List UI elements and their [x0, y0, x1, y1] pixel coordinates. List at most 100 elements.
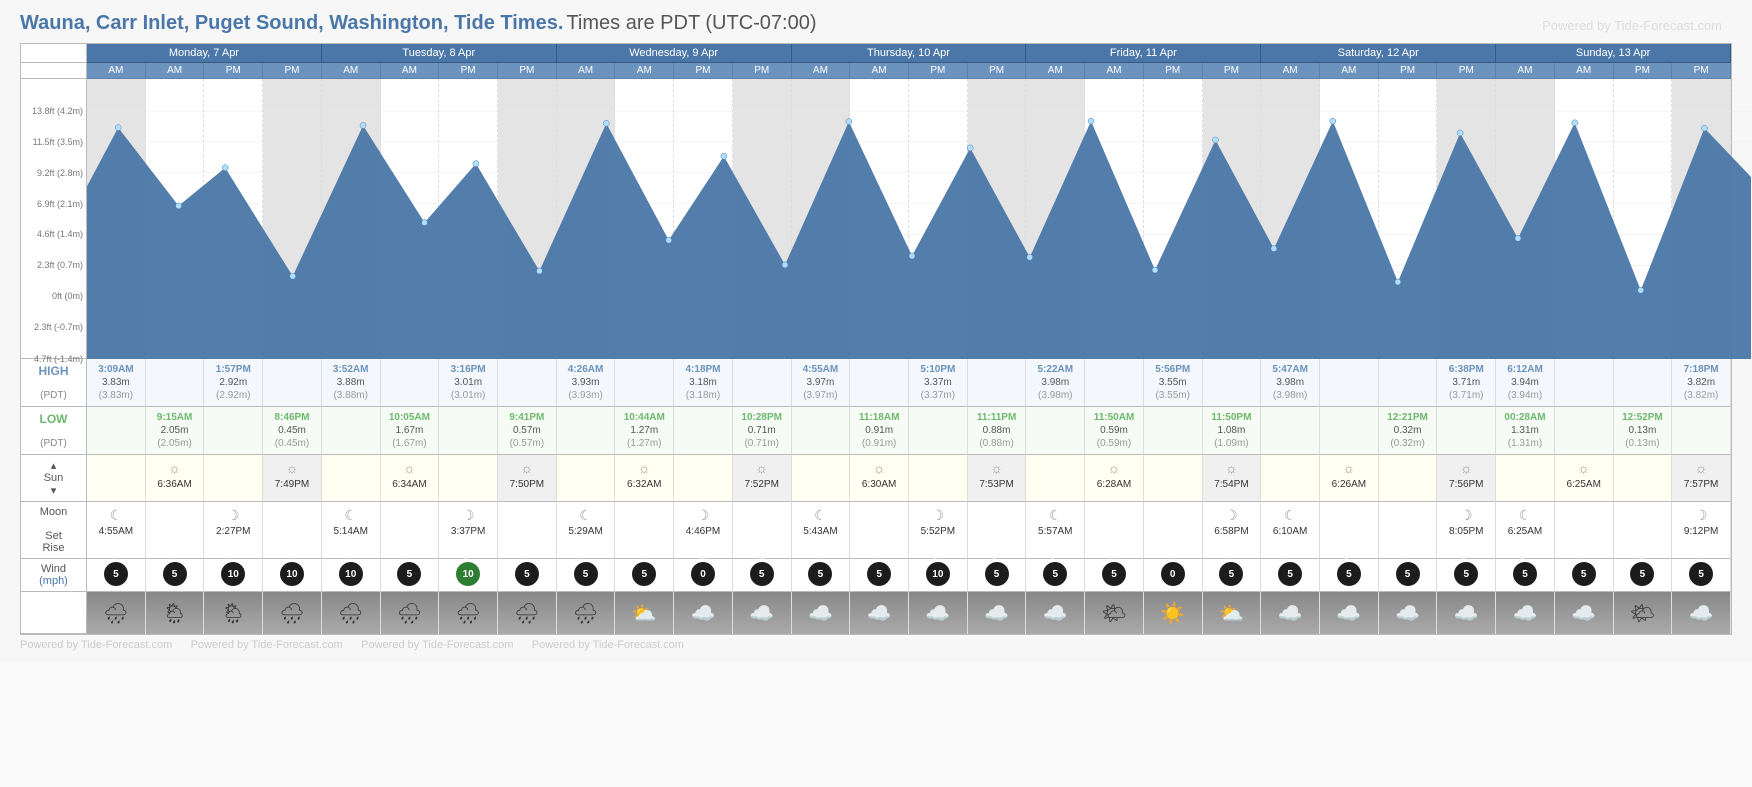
data-cell: 10↗	[909, 559, 968, 592]
y-tick: 13.8ft (4.2m)	[32, 106, 83, 116]
data-cell	[615, 359, 674, 407]
ampm-header: PM	[263, 63, 322, 79]
data-cell	[733, 502, 792, 559]
wind-badge: 5↓	[163, 562, 187, 586]
moon-set-icon: ☾	[322, 506, 380, 524]
moon-rise-icon: ☽	[204, 506, 262, 524]
weather-icon: ☁️	[1513, 601, 1538, 626]
data-cell	[1144, 502, 1203, 559]
weather-icon: 🌧	[397, 601, 422, 626]
wx-cell: 🌤	[1614, 592, 1673, 634]
data-cell: 11:50PM1.08m(1.09m)	[1203, 407, 1262, 455]
data-cell	[1379, 455, 1438, 502]
chart-cell	[1026, 79, 1085, 359]
data-cell	[1261, 407, 1320, 455]
data-cell: 0←	[674, 559, 733, 592]
main-grid: Monday, 7 AprTuesday, 8 AprWednesday, 9 …	[20, 43, 1732, 635]
sun-rise-icon: ☼	[381, 459, 439, 477]
wind-badge: 5↓	[104, 562, 128, 586]
data-cell: ☽3:37PM	[439, 502, 498, 559]
data-cell	[792, 455, 851, 502]
data-cell: 11:50AM0.59m(0.59m)	[1085, 407, 1144, 455]
data-cell: ☾5:57AM	[1026, 502, 1085, 559]
data-cell	[439, 407, 498, 455]
day-header: Wednesday, 9 Apr	[557, 44, 792, 63]
y-tick: 4.6ft (1.4m)	[37, 229, 83, 239]
data-cell: 10↗	[439, 559, 498, 592]
weather-icon: 🌧	[514, 601, 539, 626]
data-cell	[1026, 407, 1085, 455]
wx-cell: 🌧	[498, 592, 557, 634]
data-cell	[263, 359, 322, 407]
wind-badge: 5↑	[515, 562, 539, 586]
sun-set-icon: ☼	[1672, 459, 1730, 477]
page-subtitle: Times are PDT (UTC-07:00)	[566, 12, 816, 34]
data-cell	[1379, 359, 1438, 407]
data-cell	[1672, 407, 1731, 455]
data-cell	[968, 502, 1027, 559]
data-cell	[909, 407, 968, 455]
ampm-header: PM	[1144, 63, 1203, 79]
data-cell	[674, 407, 733, 455]
data-cell	[557, 407, 616, 455]
wind-badge: 5↗	[1454, 562, 1478, 586]
data-cell: 1:57PM2.92m(2.92m)	[204, 359, 263, 407]
wind-badge: 0↑	[1161, 562, 1185, 586]
data-cell	[850, 359, 909, 407]
wind-badge: 5↗	[1513, 562, 1537, 586]
data-cell	[87, 407, 146, 455]
wx-cell: 🌦	[146, 592, 205, 634]
data-cell: 3:52AM3.88m(3.88m)	[322, 359, 381, 407]
wx-cell: ⛅	[615, 592, 674, 634]
data-cell: ☼6:30AM	[850, 455, 909, 502]
data-cell: 5↑	[792, 559, 851, 592]
data-cell	[1614, 455, 1673, 502]
chart-cell	[1555, 79, 1614, 359]
wx-cell: 🌤	[1085, 592, 1144, 634]
data-cell: 5↗	[1320, 559, 1379, 592]
data-cell: ☼7:54PM	[1203, 455, 1262, 502]
data-cell	[733, 359, 792, 407]
weather-icon: 🌧	[573, 601, 598, 626]
weather-icon: ☁️	[808, 601, 833, 626]
weather-icon: ☁️	[984, 601, 1009, 626]
ampm-header: AM	[1496, 63, 1555, 79]
chart-cell	[1614, 79, 1673, 359]
moon-set-icon: ☾	[1496, 506, 1554, 524]
data-cell: 9:15AM2.05m(2.05m)	[146, 407, 205, 455]
moon-set-icon: ☾	[792, 506, 850, 524]
data-cell: 5↗	[968, 559, 1027, 592]
data-cell	[498, 502, 557, 559]
wind-badge: 10↗	[926, 562, 950, 586]
wx-cell: ☁️	[850, 592, 909, 634]
wx-cell: ☁️	[1496, 592, 1555, 634]
weather-icon: ☁️	[1336, 601, 1361, 626]
chart-cell	[204, 79, 263, 359]
ampm-header: PM	[968, 63, 1027, 79]
sun-rise-icon: ☼	[1085, 459, 1143, 477]
sun-rise-icon: ☼	[1320, 459, 1378, 477]
ampm-header: AM	[146, 63, 205, 79]
chart-cell	[498, 79, 557, 359]
wx-cell: ☁️	[674, 592, 733, 634]
bottom-watermark: Powered by Tide-Forecast.com Powered by …	[20, 635, 1732, 651]
ampm-header: PM	[1437, 63, 1496, 79]
data-cell	[322, 407, 381, 455]
ampm-header: AM	[1555, 63, 1614, 79]
data-cell: 4:26AM3.93m(3.93m)	[557, 359, 616, 407]
wx-cell: ☁️	[1437, 592, 1496, 634]
data-cell	[968, 359, 1027, 407]
data-cell: 5:47AM3.98m(3.98m)	[1261, 359, 1320, 407]
data-cell: 8:46PM0.45m(0.45m)	[263, 407, 322, 455]
moon-rise-icon: ☽	[1203, 506, 1261, 524]
moon-rise-icon: ☽	[1672, 506, 1730, 524]
data-cell: 5↑	[850, 559, 909, 592]
data-cell: ☾4:55AM	[87, 502, 146, 559]
wx-cell: ☁️	[1320, 592, 1379, 634]
moon-set-icon: ☾	[557, 506, 615, 524]
data-cell	[146, 359, 205, 407]
day-header: Sunday, 13 Apr	[1496, 44, 1731, 63]
data-cell: ☼7:52PM	[733, 455, 792, 502]
data-cell: 5↑	[1555, 559, 1614, 592]
data-cell: 5↓	[1672, 559, 1731, 592]
